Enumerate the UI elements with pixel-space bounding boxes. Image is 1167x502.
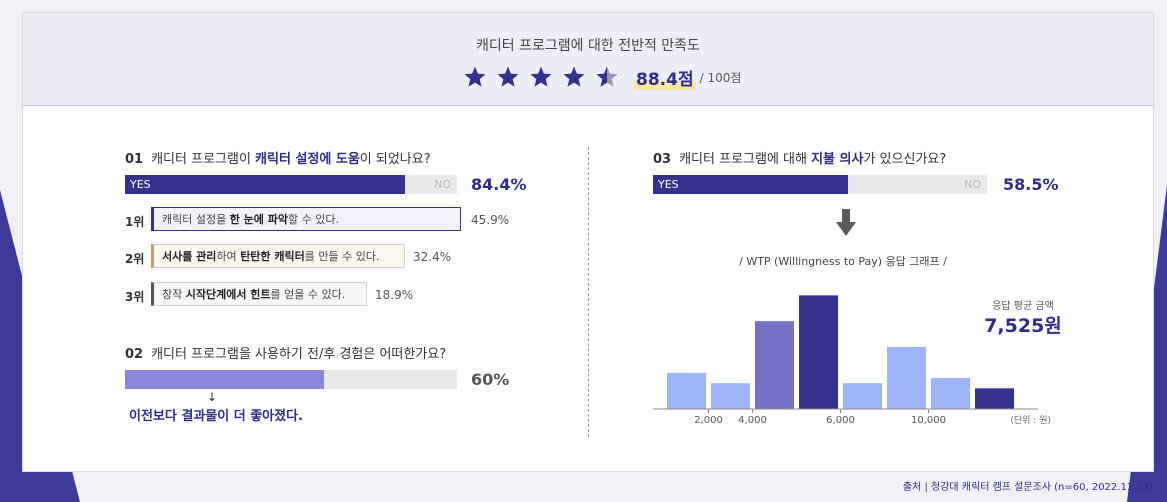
wtp-bar [887, 347, 926, 409]
rank1-text-bold: 한 눈에 파악 [229, 213, 288, 226]
rank3-text-post: 를 얻을 수 있다. [270, 288, 346, 301]
q3-yes-label: YES [658, 178, 679, 191]
wtp-chart-title: / WTP (Willingness to Pay) 응답 그래프 / [739, 255, 947, 268]
rank1-text-post: 할 수 있다. [287, 213, 339, 226]
satisfaction-score: 88.4점 [634, 64, 696, 90]
q1-title: 01 캐디터 프로그램이 캐릭터 설정에 도움이 되었나요? [125, 148, 431, 167]
q3-title: 03 캐디터 프로그램에 대해 지불 의사가 있으신가요? [653, 148, 946, 167]
q3-title-highlight: 지불 의사 [811, 152, 864, 167]
rank3-box: 창작 시작단계에서 힌트를 얻을 수 있다. [151, 282, 367, 306]
satisfaction-title: 캐디터 프로그램에 대한 전반적 만족도 [476, 38, 700, 54]
q2-down-arrow: ↓ [207, 390, 218, 404]
wtp-unit-label: (단위 : 원) [1010, 415, 1051, 426]
wtp-x-tick-label: 10,000 [911, 415, 946, 426]
q3-number: 03 [653, 152, 672, 167]
q1-title-highlight: 캐릭터 설정에 도움 [255, 152, 360, 167]
section-divider [588, 147, 589, 437]
star-icon [596, 66, 618, 87]
rank2-percent: 32.4% [413, 250, 452, 264]
wtp-bar [755, 321, 794, 409]
star-icon [464, 66, 486, 87]
rank2-text-bold: 서사를 관리 [162, 250, 217, 263]
rank1-percent: 45.9% [471, 213, 510, 227]
q1-percent: 84.4% [471, 175, 527, 194]
wtp-bar [843, 383, 882, 409]
source-footer: 출처 | 청강대 캐릭터 캠프 설문조사 (n=60, 2022.11.13) [902, 482, 1153, 493]
rank3-text-bold: 시작단계에서 힌트 [185, 288, 271, 301]
q2-title: 02 캐디터 프로그램을 사용하기 전/후 경험은 어떠한가요? [125, 343, 446, 362]
wtp-bar-chart: 2,000 4,000 6,000 10,000 (단위 : 원) [653, 295, 1051, 426]
q2-note: 이전보다 결과물이 더 좋아졌다. [129, 409, 303, 424]
q3-title-pre: 캐디터 프로그램에 대해 [679, 152, 812, 167]
star-icon [563, 66, 585, 87]
wtp-avg-label: 응답 평균 금액 [992, 301, 1054, 312]
survey-card: 캐디터 프로그램에 대한 전반적 만족도 88.4점 / 100점 01 캐디터 … [22, 12, 1154, 472]
wtp-avg-value: 7,525원 [984, 315, 1062, 337]
rank3-percent: 18.9% [375, 288, 414, 302]
q3-no-label: NO [964, 178, 981, 191]
star-icon [530, 66, 552, 87]
q3-percent: 58.5% [1003, 175, 1059, 194]
satisfaction-header: 캐디터 프로그램에 대한 전반적 만족도 88.4점 / 100점 [23, 13, 1153, 106]
q1-number: 01 [125, 152, 144, 167]
wtp-bar [799, 295, 838, 409]
q3-bar: YES NO [653, 175, 987, 194]
rank2-text-mid: 하여 [216, 250, 241, 263]
q1-bar-fill [125, 175, 406, 194]
rank1-text-pre: 캐릭터 설정을 [162, 213, 230, 226]
q2-bar-fill [125, 370, 325, 389]
wtp-bar [711, 383, 750, 409]
rank1-label: 1위 [125, 215, 145, 229]
q1-title-pre: 캐디터 프로그램이 [151, 152, 256, 167]
rank2-text-bold2: 탄탄한 캐릭터 [240, 250, 305, 263]
rank2-text-post: 를 만들 수 있다. [304, 250, 380, 263]
wtp-bar [931, 378, 970, 409]
star-icon [497, 66, 519, 87]
q1-title-post: 이 되었나요? [359, 152, 431, 167]
rank3-text-pre: 창작 [162, 288, 186, 301]
q2-title-text: 캐디터 프로그램을 사용하기 전/후 경험은 어떠한가요? [151, 347, 447, 362]
down-arrow-icon [836, 209, 856, 236]
q2-number: 02 [125, 347, 144, 362]
satisfaction-score-max: / 100점 [699, 70, 742, 85]
wtp-x-tick-label: 6,000 [826, 415, 855, 426]
q3-title-post: 가 있으신가요? [863, 152, 947, 167]
q3-bar-fill [653, 175, 849, 194]
rating-row: 88.4점 / 100점 [463, 63, 741, 91]
q1-no-label: NO [434, 178, 451, 191]
rank2-box: 서사를 관리하여 탄탄한 캐릭터를 만들 수 있다. [151, 244, 405, 268]
star-rating [463, 65, 628, 89]
wtp-bar [975, 388, 1014, 409]
q2-percent: 60% [471, 370, 510, 389]
q1-yes-label: YES [130, 178, 151, 191]
wtp-x-tick-label: 4,000 [738, 415, 767, 426]
rank1-box: 캐릭터 설정을 한 눈에 파악할 수 있다. [151, 207, 461, 231]
q2-bar [125, 370, 457, 389]
rank3-label: 3위 [125, 290, 145, 304]
rank2-label: 2위 [125, 252, 145, 266]
q1-bar: YES NO [125, 175, 457, 194]
wtp-bar [667, 372, 706, 409]
wtp-x-tick-label: 2,000 [694, 415, 723, 426]
